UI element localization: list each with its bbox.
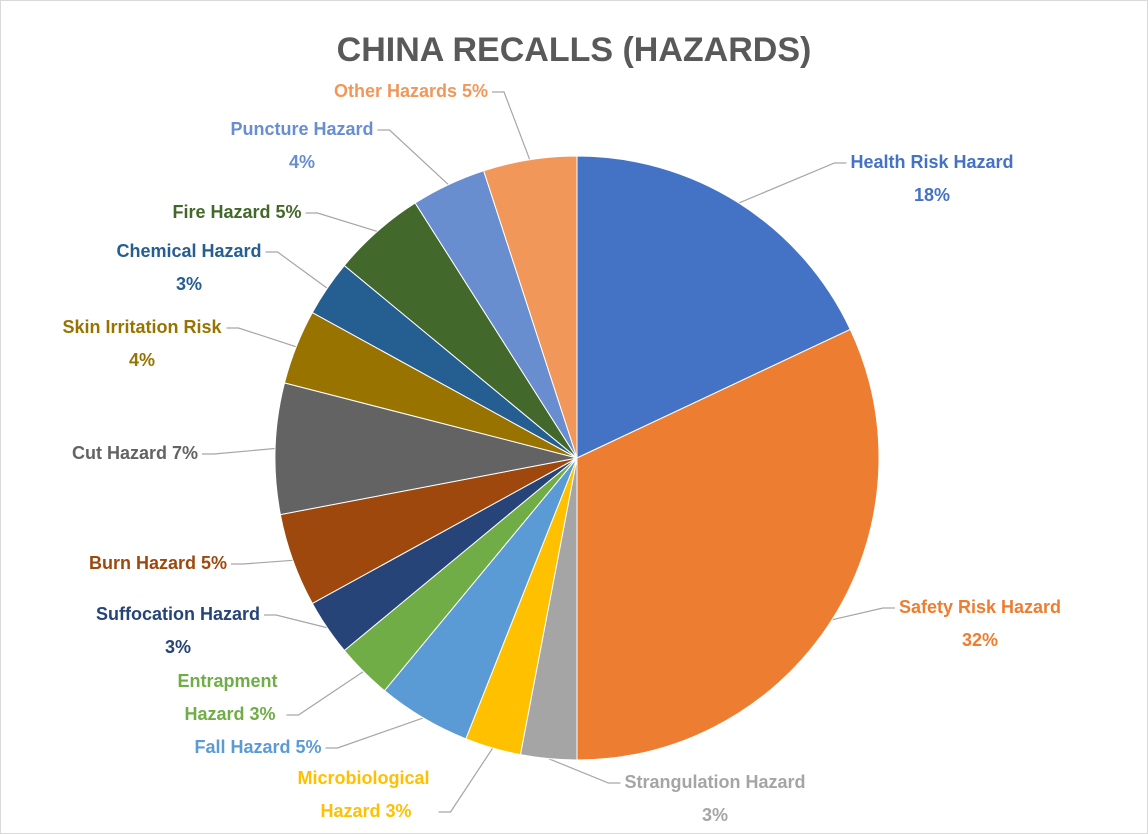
data-label: Puncture Hazard 4% xyxy=(230,119,373,172)
category-label: Other Hazards xyxy=(334,81,457,101)
value-label: 18% xyxy=(914,185,950,205)
leader-line xyxy=(548,758,621,784)
category-label: Fire Hazard xyxy=(172,202,270,222)
data-label: Entrapment Hazard 3% xyxy=(177,671,282,724)
value-label: 32% xyxy=(962,630,998,650)
category-label: Skin Irritation Risk xyxy=(62,317,222,337)
pie-slice xyxy=(274,382,578,516)
value-label: 3% xyxy=(250,704,276,724)
data-label: Microbiological Hazard 3% xyxy=(297,768,434,821)
data-label: Other Hazards 5% xyxy=(334,81,488,101)
data-label: Chemical Hazard 3% xyxy=(116,241,261,294)
category-label: Chemical Hazard xyxy=(116,241,261,261)
leader-line xyxy=(377,129,449,186)
category-label: Suffocation Hazard xyxy=(96,604,260,624)
category-label: Burn Hazard xyxy=(89,553,196,573)
leader-line xyxy=(226,327,297,348)
category-line: Hazard xyxy=(184,704,244,724)
data-label: Suffocation Hazard 3% xyxy=(96,604,260,657)
value-label: 4% xyxy=(129,350,155,370)
category-label: Strangulation Hazard xyxy=(624,772,805,792)
category-label: Entrapment Hazard xyxy=(177,671,282,724)
leader-line xyxy=(492,91,531,160)
data-label: Strangulation Hazard 3% xyxy=(624,772,805,825)
value-label: 5% xyxy=(296,737,322,757)
category-label: Cut Hazard xyxy=(72,443,167,463)
value-label: 5% xyxy=(276,202,302,222)
data-label: Cut Hazard 7% xyxy=(72,443,198,463)
value-label: 7% xyxy=(172,443,198,463)
leader-line xyxy=(265,251,328,289)
category-line: Hazard xyxy=(320,801,380,821)
pie-slice xyxy=(576,155,851,459)
leader-line xyxy=(305,212,378,233)
category-line: Entrapment xyxy=(177,671,282,691)
pie-slice xyxy=(483,155,578,459)
data-label: Skin Irritation Risk 4% xyxy=(62,317,222,370)
value-label: 5% xyxy=(462,81,488,101)
leader-line xyxy=(738,162,847,204)
category-label: Fall Hazard xyxy=(194,737,290,757)
value-label: 4% xyxy=(289,152,315,172)
value-label: 3% xyxy=(702,805,728,825)
data-label: Fire Hazard 5% xyxy=(172,202,301,222)
leader-line xyxy=(264,614,328,629)
data-label: Burn Hazard 5% xyxy=(89,553,227,573)
category-label: Microbiological Hazard xyxy=(297,768,434,821)
chart-title: CHINA RECALLS (HAZARDS) xyxy=(337,31,812,69)
value-label: 3% xyxy=(176,274,202,294)
leader-line xyxy=(286,671,364,716)
category-line: Microbiological xyxy=(297,768,434,788)
category-label: Puncture Hazard xyxy=(230,119,373,139)
category-label: Safety Risk Hazard xyxy=(899,597,1061,617)
value-label: 3% xyxy=(165,637,191,657)
category-label: Health Risk Hazard xyxy=(850,152,1013,172)
pie-slice xyxy=(576,328,880,761)
leader-line xyxy=(438,747,494,813)
data-label: Safety Risk Hazard 32% xyxy=(899,597,1061,650)
leader-line xyxy=(231,559,293,565)
leader-line xyxy=(831,607,895,621)
leader-lines xyxy=(202,91,895,813)
data-label: Health Risk Hazard 18% xyxy=(850,152,1013,205)
value-label: 5% xyxy=(201,553,227,573)
leader-line xyxy=(325,717,424,749)
leader-line xyxy=(202,447,276,455)
value-label: 3% xyxy=(386,801,412,821)
data-label: Fall Hazard 5% xyxy=(194,737,321,757)
